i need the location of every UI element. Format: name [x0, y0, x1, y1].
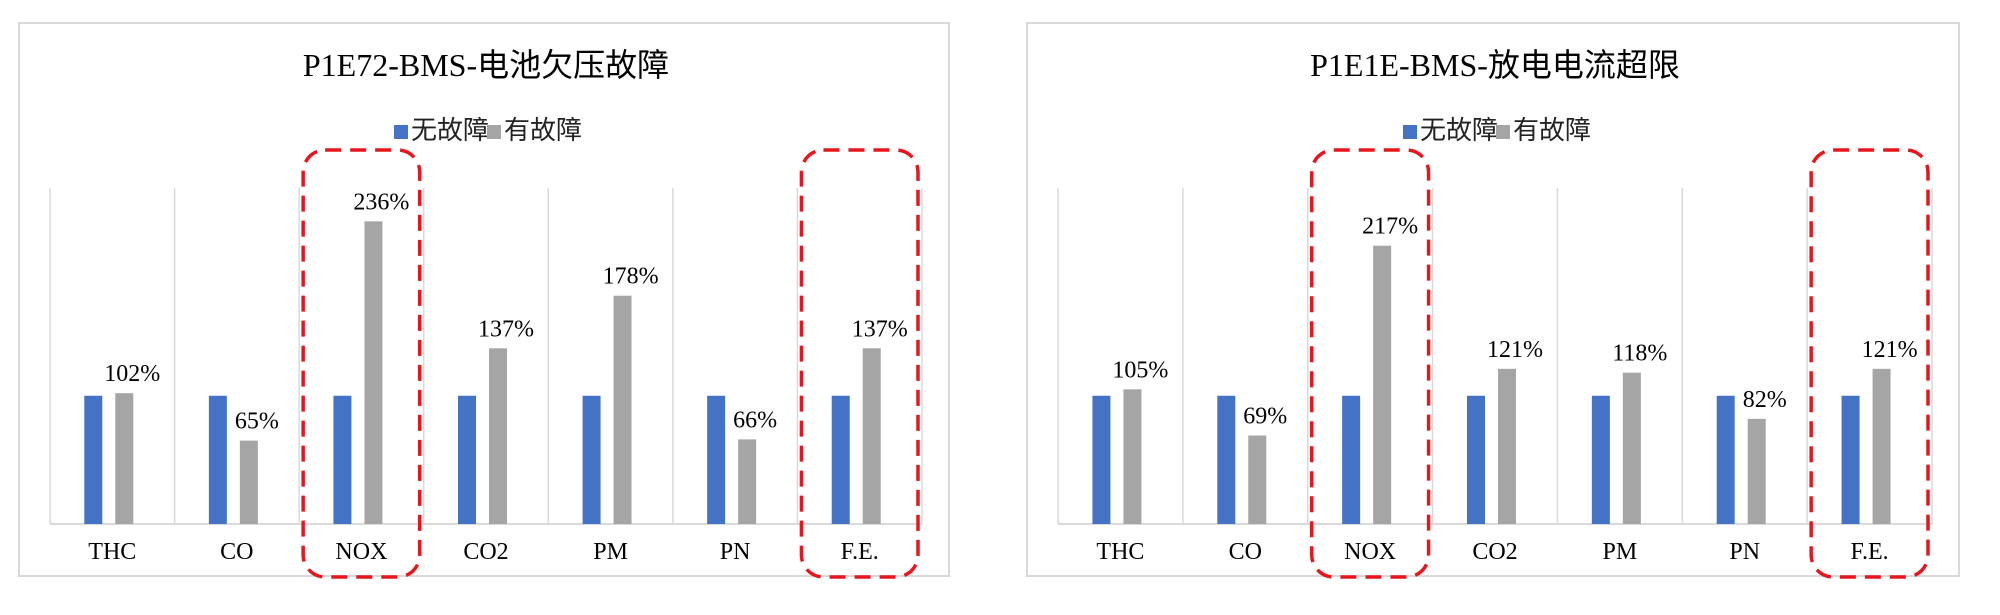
bar-fault-pm	[1622, 372, 1641, 524]
category-label: CO2	[463, 539, 508, 565]
bar-fault-co2	[1498, 368, 1516, 524]
bar-fault-thc	[115, 393, 134, 524]
data-label: 121%	[1487, 337, 1543, 363]
bar-no-fault-fe	[831, 395, 850, 524]
legend-label-fault: 有故障	[504, 116, 582, 145]
bar-no-fault-co2	[1467, 395, 1485, 524]
category-label: NOX	[1344, 539, 1396, 565]
bar-fault-pm	[613, 295, 632, 524]
data-label: 65%	[235, 409, 279, 435]
legend-label-no-fault: 无故障	[1420, 116, 1498, 145]
data-label: 118%	[1612, 341, 1667, 367]
legend-swatch-no-fault	[394, 125, 408, 139]
chart-title: P1E72-BMS-电池欠压故障	[303, 47, 669, 83]
bar-no-fault-nox	[1342, 395, 1361, 524]
bar-fault-co2	[489, 348, 507, 524]
bar-fault-co	[239, 440, 258, 524]
category-label: THC	[1096, 539, 1144, 565]
category-label: PN	[720, 539, 751, 565]
bar-fault-co	[1248, 435, 1267, 524]
bar-no-fault-nox	[333, 395, 352, 524]
data-label: 137%	[478, 316, 534, 342]
data-label: 69%	[1243, 404, 1287, 430]
chart-panel-undervoltage: P1E72-BMS-电池欠压故障无故障 有故障 102% THC 65% CO 236% NO…	[18, 22, 950, 579]
bar-no-fault-thc	[84, 395, 103, 524]
data-label: 137%	[852, 316, 908, 342]
legend-swatch-fault	[1496, 125, 1510, 139]
highlight-box-nox	[1309, 148, 1431, 579]
bar-no-fault-pm	[582, 395, 601, 524]
chart-panel-overcurrent: P1E1E-BMS-放电电流超限无故障 有故障 105% THC 69% CO 217% NO…	[1026, 22, 1960, 579]
category-label: PM	[1603, 539, 1638, 565]
bar-fault-nox	[1373, 245, 1392, 524]
chart-title: P1E1E-BMS-放电电流超限	[1310, 47, 1680, 83]
category-label: CO	[220, 539, 253, 565]
bar-no-fault-co	[1217, 395, 1236, 524]
legend-swatch-fault	[487, 125, 501, 139]
highlight-box-fe	[1809, 148, 1930, 579]
bar-no-fault-pn	[1716, 395, 1735, 524]
bar-no-fault-pm	[1591, 395, 1610, 524]
category-label: PN	[1729, 539, 1760, 565]
legend-label-fault: 有故障	[1513, 116, 1591, 145]
bar-no-fault-pn	[707, 395, 726, 524]
data-label: 82%	[1743, 387, 1787, 413]
data-label: 178%	[603, 264, 659, 290]
category-label: NOX	[335, 539, 387, 565]
category-label: PM	[593, 539, 628, 565]
highlight-box-nox	[301, 148, 422, 579]
category-label: F.E.	[1851, 539, 1889, 565]
bar-fault-pn	[738, 439, 757, 524]
category-label: CO2	[1472, 539, 1517, 565]
data-label: 66%	[733, 407, 777, 433]
data-label: 217%	[1362, 214, 1418, 240]
bar-fault-thc	[1123, 389, 1142, 524]
bar-no-fault-thc	[1092, 395, 1111, 524]
bar-fault-fe	[1872, 368, 1891, 524]
bar-no-fault-co	[208, 395, 227, 524]
highlight-box-fe	[799, 148, 920, 579]
bar-no-fault-fe	[1841, 395, 1860, 524]
data-label: 102%	[104, 361, 160, 387]
legend-swatch-no-fault	[1403, 125, 1417, 139]
bar-no-fault-co2	[458, 395, 476, 524]
category-label: CO	[1229, 539, 1262, 565]
category-label: F.E.	[841, 539, 879, 565]
data-label: 105%	[1112, 357, 1168, 383]
bar-fault-fe	[862, 348, 881, 524]
category-label: THC	[88, 539, 136, 565]
legend-label-no-fault: 无故障	[411, 116, 489, 145]
bar-fault-nox	[364, 221, 383, 524]
data-label: 236%	[353, 189, 409, 215]
bar-fault-pn	[1747, 418, 1766, 524]
data-label: 121%	[1862, 337, 1918, 363]
